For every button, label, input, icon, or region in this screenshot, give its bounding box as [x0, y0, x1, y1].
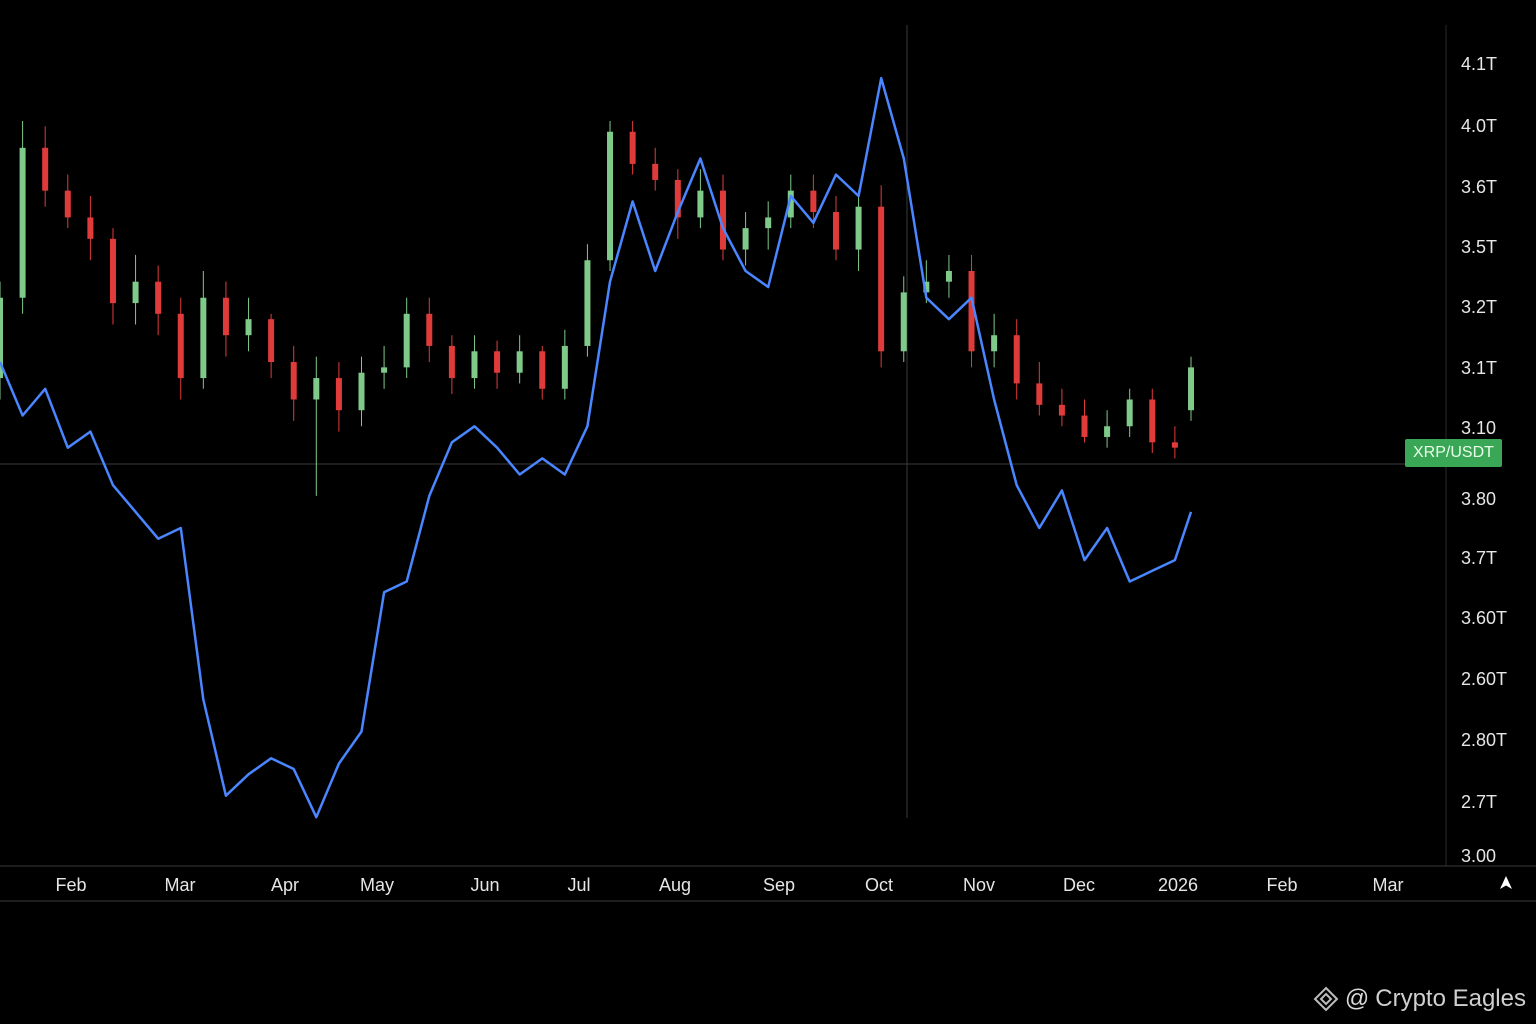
candle-down [64, 190, 71, 218]
price-tick-label: 2.7T [1461, 792, 1497, 812]
candle-up [584, 260, 591, 346]
price-axis[interactable]: 4.1T 4.0T 3.6T 3.5T 3.2T 3.1T 3.10 3.80 3.7T 3.60… [1461, 54, 1507, 866]
candle-up [381, 367, 388, 373]
candle-up [923, 281, 930, 293]
candle-down [629, 131, 636, 164]
candle-down [109, 238, 116, 304]
candle-down [652, 163, 659, 180]
candle-up [945, 270, 952, 282]
watermark-text: Crypto Eagles [1375, 985, 1526, 1012]
candle-up [0, 297, 3, 379]
candle-up [245, 319, 252, 336]
candle-up [855, 206, 862, 250]
time-tick-label: Jul [567, 875, 590, 895]
candle-up [1188, 367, 1195, 411]
time-tick-label: Dec [1063, 875, 1095, 895]
candle-down [1171, 442, 1178, 448]
candle-up [358, 372, 365, 411]
candle-up [471, 351, 478, 379]
watermark-at: @ [1344, 985, 1370, 1012]
scroll-to-realtime-button[interactable] [1494, 870, 1518, 896]
candle-up [765, 217, 772, 229]
candle-down [155, 281, 162, 314]
price-tick-label: 4.1T [1461, 54, 1497, 74]
line-series [0, 76, 1193, 819]
time-tick-label: Feb [1266, 875, 1297, 895]
price-tag-label: XRP/USDT [1405, 439, 1502, 467]
candle-down [268, 319, 275, 362]
candle-up [403, 313, 410, 368]
candle-up [561, 345, 568, 389]
candle-down [674, 179, 681, 218]
candle-down [810, 190, 817, 213]
candle-down [832, 212, 839, 250]
candle-down [494, 351, 501, 373]
price-tick-label: 2.80T [1461, 730, 1507, 750]
price-tick-label: 3.10 [1461, 418, 1496, 438]
candle-up [742, 228, 749, 250]
candle-up [200, 297, 207, 379]
price-tick-label: 3.5T [1461, 237, 1497, 257]
candle-down [878, 206, 885, 352]
candle-down [177, 313, 184, 379]
line-series-path [0, 76, 1193, 819]
price-tick-label: 3.6T [1461, 177, 1497, 197]
candle-down [426, 313, 433, 346]
candle-up [697, 190, 704, 218]
time-tick-label: 2026 [1158, 875, 1198, 895]
candle-up [1104, 426, 1111, 437]
candle-down [87, 217, 94, 239]
candle-up [516, 351, 523, 373]
candle-up [19, 147, 26, 298]
candle-down [720, 190, 726, 250]
candle-down [968, 270, 975, 352]
time-tick-label: Apr [271, 875, 299, 895]
time-tick-label: Mar [1373, 875, 1404, 895]
candle-up [132, 281, 139, 304]
candle-down [1013, 335, 1020, 384]
candle-up [991, 335, 998, 352]
time-tick-label: Feb [55, 875, 86, 895]
price-tick-label: 3.00 [1461, 846, 1496, 866]
candle-down [1036, 383, 1043, 405]
candle-up [313, 378, 320, 400]
price-tick-label: 3.1T [1461, 358, 1497, 378]
time-tick-label: Oct [865, 875, 893, 895]
candle-down [1058, 404, 1065, 416]
time-tick-label: Jun [470, 875, 499, 895]
watermark: @ Crypto Eagles [1313, 982, 1526, 1016]
time-tick-label: Aug [659, 875, 691, 895]
candle-down [1149, 399, 1156, 443]
candle-down [335, 378, 342, 411]
price-tick-label: 3.80 [1461, 489, 1496, 509]
candle-down [448, 345, 455, 379]
price-tick-label: 3.60T [1461, 608, 1507, 628]
candle-down [539, 351, 546, 389]
price-tick-label: 2.60T [1461, 669, 1507, 689]
time-axis[interactable]: Feb Mar Apr May Jun Jul Aug Sep Oct Nov Dec 2026 Feb… [55, 875, 1403, 895]
candle-up [900, 292, 907, 352]
candle-down [290, 362, 297, 400]
price-tick-label: 3.7T [1461, 548, 1497, 568]
candle-up [607, 131, 614, 261]
candle-up [787, 190, 794, 218]
price-tick-label: 4.0T [1461, 116, 1497, 136]
candle-down [42, 147, 49, 191]
price-tick-label: 3.2T [1461, 297, 1497, 317]
time-tick-label: Mar [165, 875, 196, 895]
diamond-logo-icon [1313, 986, 1339, 1012]
time-tick-label: May [360, 875, 394, 895]
candle-up [1126, 399, 1133, 427]
time-tick-label: Sep [763, 875, 795, 895]
time-tick-label: Nov [963, 875, 995, 895]
candlestick-series [0, 121, 1195, 496]
candle-down [1081, 415, 1088, 437]
arrow-up-icon [1500, 876, 1512, 889]
candle-down [222, 297, 229, 336]
